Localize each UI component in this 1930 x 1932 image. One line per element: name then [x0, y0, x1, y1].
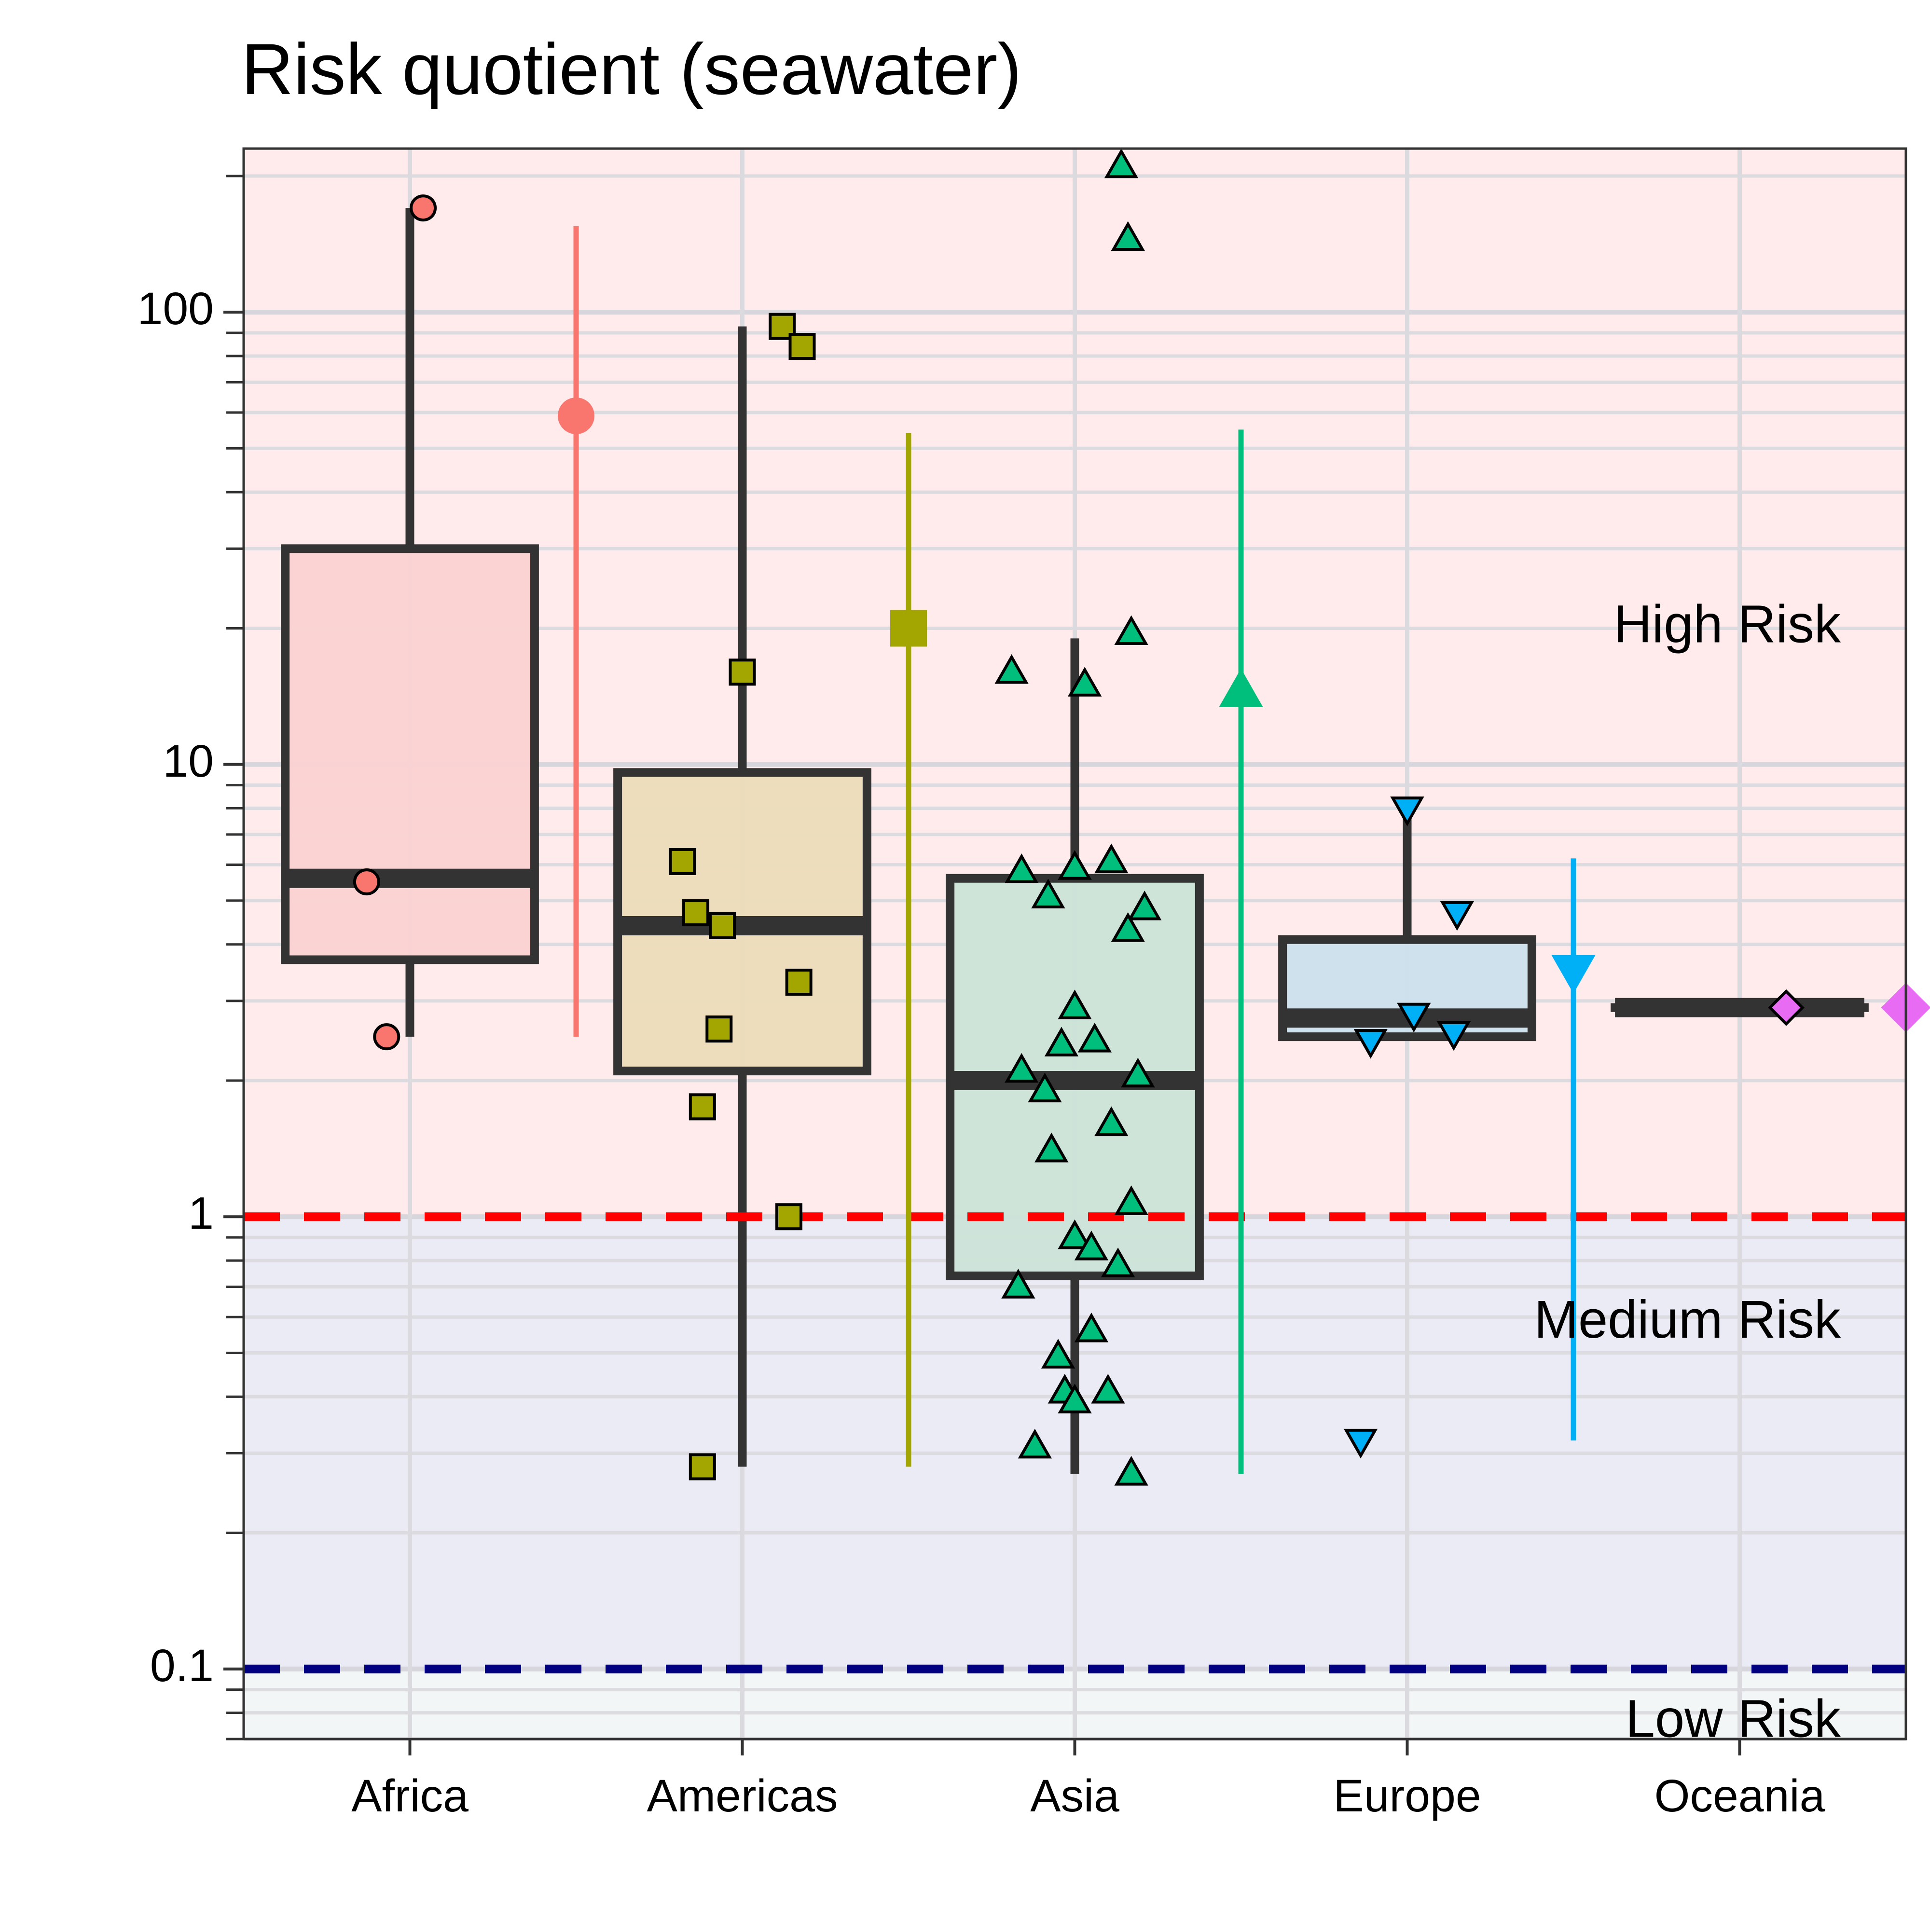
y-tick-label: 0.1	[150, 1640, 214, 1691]
x-tick-label: Americas	[647, 1770, 838, 1822]
y-tick-label: 1	[188, 1188, 214, 1239]
x-tick-label: Africa	[351, 1770, 469, 1822]
data-point	[374, 1025, 399, 1049]
zone-label-1: Medium Risk	[1534, 1290, 1841, 1349]
data-point	[684, 901, 708, 925]
y-tick-label: 100	[137, 283, 214, 334]
mean-marker	[890, 610, 927, 646]
mean-marker	[558, 397, 594, 434]
x-tick-label: Europe	[1333, 1770, 1481, 1822]
data-point	[670, 850, 694, 874]
data-point	[411, 196, 435, 220]
data-point	[787, 970, 811, 994]
data-point	[690, 1455, 715, 1479]
data-point	[777, 1205, 801, 1229]
box-iqr	[285, 548, 535, 959]
zone-label-0: High Risk	[1613, 595, 1841, 654]
data-point	[731, 660, 755, 684]
data-point	[355, 870, 379, 894]
data-point	[790, 334, 814, 358]
chart-title: Risk quotient (seawater)	[241, 28, 1021, 110]
x-tick-label: Oceania	[1654, 1770, 1825, 1822]
y-tick-label: 10	[163, 736, 214, 787]
data-point	[710, 914, 734, 938]
data-point	[707, 1017, 731, 1041]
data-point	[690, 1095, 715, 1119]
x-tick-label: Asia	[1030, 1770, 1119, 1822]
